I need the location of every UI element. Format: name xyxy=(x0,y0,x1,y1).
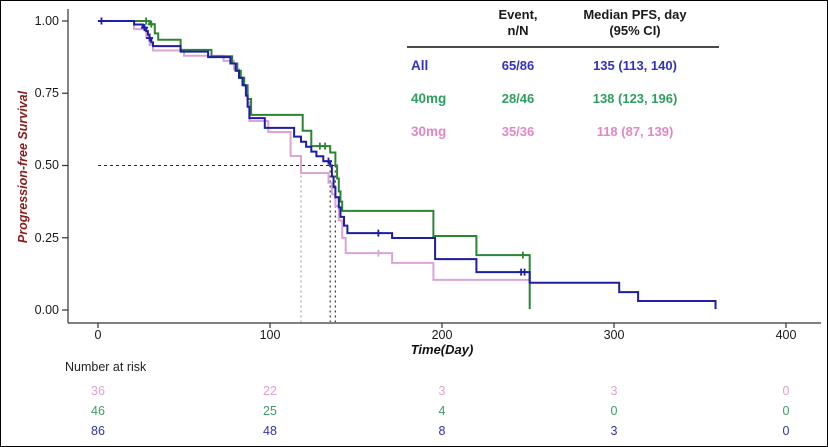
legend-row-all-median: 135 (113, 140) xyxy=(593,58,677,73)
legend-header-median-line1: Median PFS, day xyxy=(583,7,687,22)
risk-40mg-d100: 25 xyxy=(263,404,277,418)
km-curve-40mg xyxy=(98,20,531,310)
risk-table-title: Number at risk xyxy=(65,360,147,374)
censor-mark-40mg xyxy=(142,17,150,25)
risk-40mg-d0: 46 xyxy=(91,404,105,418)
y-tick-label-0.25: 0.25 xyxy=(34,231,59,245)
legend-row-30mg-label: 30mg xyxy=(411,124,447,139)
legend-row-30mg-median: 118 (87, 139) xyxy=(596,124,674,139)
legend-header-event-line1: Event, xyxy=(498,7,538,22)
risk-all-d200: 8 xyxy=(438,424,446,438)
risk-40mg-d400: 0 xyxy=(782,404,790,418)
censor-mark-All xyxy=(374,229,382,237)
x-tick-label-0: 0 xyxy=(94,328,102,342)
x-tick-label-300: 300 xyxy=(603,328,625,342)
legend-row-all-label: All xyxy=(411,58,429,73)
legend-row-30mg-event: 35/36 xyxy=(501,124,535,139)
y-tick-label-0.50: 0.50 xyxy=(34,158,59,172)
risk-all-d300: 3 xyxy=(610,424,618,438)
y-tick-label-0.75: 0.75 xyxy=(34,86,59,100)
legend-row-40mg-label: 40mg xyxy=(411,91,447,106)
censor-mark-30mg xyxy=(374,249,382,257)
legend-header-median-line2: (95% CI) xyxy=(609,23,661,38)
risk-40mg-d300: 0 xyxy=(610,404,618,418)
x-tick-label-400: 400 xyxy=(775,328,797,342)
legend-row-40mg-event: 28/46 xyxy=(501,91,535,106)
x-axis-title: Time(Day) xyxy=(410,342,474,357)
risk-30mg-d0: 36 xyxy=(91,384,105,398)
km-curve-All xyxy=(98,20,717,310)
censor-mark-40mg xyxy=(147,20,155,28)
risk-30mg-d400: 0 xyxy=(782,384,790,398)
legend-row-40mg-median: 138 (123, 196) xyxy=(592,91,678,106)
km-curve-30mg xyxy=(98,20,530,281)
censor-mark-40mg xyxy=(321,142,329,150)
legend-row-all-event: 65/86 xyxy=(501,58,535,73)
risk-30mg-d100: 22 xyxy=(263,384,277,398)
risk-all-d0: 86 xyxy=(91,424,105,438)
legend-header-event-line2: n/N xyxy=(507,23,529,38)
risk-all-d400: 0 xyxy=(782,424,790,438)
censor-mark-All xyxy=(521,268,529,276)
risk-30mg-d300: 3 xyxy=(610,384,618,398)
censor-mark-All xyxy=(140,24,148,32)
risk-40mg-d200: 4 xyxy=(438,404,446,418)
y-tick-label-0.00: 0.00 xyxy=(34,303,59,317)
censor-mark-All xyxy=(97,17,105,25)
x-tick-label-100: 100 xyxy=(259,328,281,342)
censor-mark-All xyxy=(146,34,154,42)
risk-30mg-d200: 3 xyxy=(438,384,446,398)
risk-all-d100: 48 xyxy=(263,424,277,438)
censor-mark-40mg xyxy=(519,251,527,259)
legend-header-rule xyxy=(407,46,719,48)
x-tick-label-200: 200 xyxy=(431,328,453,342)
y-axis-title: Progression-free Survival xyxy=(16,90,30,244)
censor-mark-All xyxy=(324,157,332,165)
y-tick-label-1.00: 1.00 xyxy=(34,14,59,28)
